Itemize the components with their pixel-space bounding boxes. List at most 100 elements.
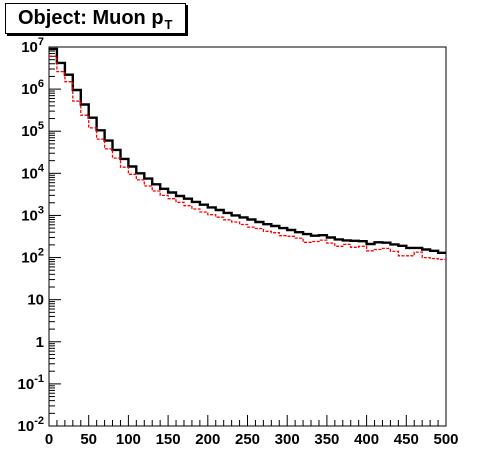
y-tick-label: 10 [27, 292, 44, 309]
bin-mark [195, 201, 197, 203]
bin-mark [370, 243, 371, 245]
bin-mark [179, 195, 181, 197]
bin-mark [417, 247, 419, 249]
bin-mark [259, 221, 260, 223]
bin-mark [116, 149, 117, 151]
bin-mark [425, 249, 427, 250]
bin-mark [386, 248, 387, 249]
bin-mark [314, 241, 316, 242]
y-tick-label: 104 [21, 162, 45, 182]
plot-frame [48, 46, 447, 427]
bin-mark [195, 208, 197, 210]
bin-mark [251, 219, 252, 220]
bin-mark [187, 205, 189, 206]
bin-mark [394, 244, 395, 245]
bin-mark [330, 237, 332, 238]
bin-mark [132, 174, 133, 175]
bin-mark [140, 179, 141, 181]
bin-mark [211, 207, 213, 208]
bin-mark [322, 239, 324, 241]
bin-mark [306, 242, 308, 243]
y-tick-label: 102 [21, 247, 44, 267]
bin-mark [155, 190, 157, 192]
series-0 [49, 47, 446, 254]
bin-mark [378, 249, 379, 250]
chart-title-subscript: T [164, 17, 173, 32]
bin-mark [84, 104, 85, 105]
bin-mark [330, 242, 332, 244]
bin-mark [219, 216, 220, 218]
bin-mark [140, 173, 141, 174]
bin-mark [251, 226, 252, 228]
histogram-series [49, 47, 446, 261]
bin-mark [163, 188, 165, 190]
bin-mark [68, 81, 70, 82]
bin-mark [92, 127, 93, 129]
x-tick-label: 200 [195, 431, 220, 448]
bin-mark [219, 209, 220, 211]
bin-mark [211, 214, 213, 215]
bin-mark [354, 247, 356, 248]
bin-mark [148, 178, 149, 179]
bin-mark [433, 250, 435, 252]
bin-mark [76, 100, 78, 102]
bin-mark [362, 240, 363, 242]
bin-mark [227, 219, 228, 221]
bin-mark [259, 228, 260, 229]
series-line [49, 47, 446, 254]
bin-mark [76, 89, 78, 91]
bin-mark [267, 223, 268, 225]
chart-title-main: Object: Muon p [18, 7, 164, 29]
bin-mark [370, 250, 371, 252]
bin-mark [394, 251, 395, 252]
bin-mark [68, 74, 70, 75]
bin-mark [243, 217, 244, 218]
bin-mark [306, 233, 308, 235]
series-1 [49, 55, 446, 261]
bin-mark [338, 239, 340, 240]
bin-mark [441, 252, 443, 254]
y-tick-label: 1 [36, 334, 44, 351]
bin-mark [290, 229, 292, 231]
bin-mark [267, 231, 268, 232]
x-tick-label: 400 [354, 431, 379, 448]
axis-tick-labels: 0 50 100 150 200 250 300 350 400 450 500 10-2 10-1 1 1… [18, 36, 459, 448]
y-tick-label: 105 [21, 120, 44, 140]
bin-mark [275, 232, 276, 233]
chart-title: Object: Muon pT [5, 3, 186, 34]
x-tick-label: 350 [314, 431, 339, 448]
bin-mark [410, 255, 411, 257]
bin-mark [155, 184, 157, 185]
bin-mark [362, 246, 363, 247]
bin-mark [124, 166, 125, 168]
bin-mark [132, 166, 133, 167]
bin-mark [227, 212, 228, 214]
bin-mark [290, 236, 292, 237]
bin-mark [235, 215, 236, 216]
bin-mark [243, 224, 244, 225]
bin-mark [386, 242, 387, 243]
bin-mark [410, 247, 411, 249]
bin-mark [60, 71, 62, 72]
bin-mark [92, 117, 93, 118]
bin-mark [52, 48, 54, 50]
bin-mark [322, 234, 324, 236]
x-tick-label: 250 [235, 431, 260, 448]
bin-mark [148, 185, 149, 187]
axis-ticks [48, 48, 447, 427]
bin-mark [171, 192, 173, 193]
x-tick-label: 500 [433, 431, 458, 448]
y-tick-label: 103 [21, 204, 44, 224]
series-line [49, 55, 446, 261]
x-tick-label: 300 [275, 431, 300, 448]
x-tick-label: 450 [394, 431, 419, 448]
x-tick-label: 100 [116, 431, 141, 448]
bin-mark [108, 148, 109, 150]
bin-mark [100, 138, 101, 140]
bin-mark [314, 235, 316, 236]
bin-mark [124, 158, 125, 160]
bin-mark [425, 257, 427, 258]
bin-mark [179, 202, 181, 203]
bin-mark [60, 62, 62, 64]
bin-mark [171, 198, 173, 199]
